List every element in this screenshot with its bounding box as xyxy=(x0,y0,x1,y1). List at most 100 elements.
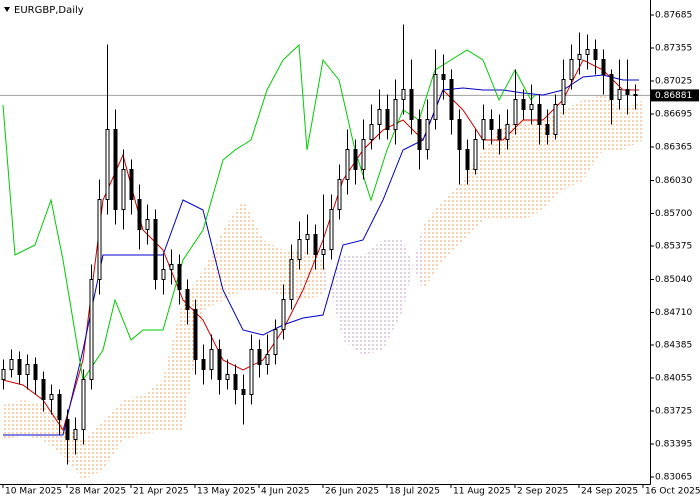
candle-body xyxy=(89,279,94,380)
candle-body xyxy=(409,89,414,120)
candle-body xyxy=(17,359,22,375)
cloud-segment xyxy=(363,240,383,355)
x-tick-label: 10 Mar 2025 xyxy=(5,487,62,497)
candle-body xyxy=(521,99,526,110)
x-tick-label: 16 Oct 2025 xyxy=(645,487,700,497)
candle-body xyxy=(577,54,582,60)
candle-body xyxy=(449,79,454,120)
candle-body xyxy=(441,74,446,80)
cloud-segment xyxy=(123,395,143,440)
y-tick-label: 0.84055 xyxy=(655,374,692,384)
candle-body xyxy=(561,79,566,105)
y-tick-label: 0.87355 xyxy=(655,44,692,54)
candle-body xyxy=(169,264,174,270)
cloud-segment xyxy=(3,400,23,440)
candle-body xyxy=(113,129,118,210)
candle-body xyxy=(289,259,294,300)
cloud-segment xyxy=(263,240,283,295)
cloud-segment xyxy=(83,420,103,480)
cloud-segment xyxy=(583,95,603,180)
cloud-segment xyxy=(383,240,403,350)
candle-body xyxy=(401,89,406,100)
candle-body xyxy=(41,379,46,400)
x-tick-label: 2 Sep 2025 xyxy=(517,487,568,497)
candle-body xyxy=(305,234,310,240)
y-tick-label: 0.84710 xyxy=(655,308,692,318)
y-tick-label: 0.85040 xyxy=(655,275,692,285)
x-tick-label: 26 Jun 2025 xyxy=(325,487,379,497)
cloud-segment xyxy=(203,230,223,310)
candle-body xyxy=(481,119,486,140)
candle-body xyxy=(153,219,158,280)
candle-body xyxy=(345,149,350,180)
candle-body xyxy=(33,364,38,380)
candle-body xyxy=(609,74,614,100)
candle-body xyxy=(489,119,494,130)
candle-body xyxy=(121,169,126,210)
candle-body xyxy=(321,249,326,255)
candle-body xyxy=(145,219,150,230)
candle-body xyxy=(633,94,638,96)
candle-body xyxy=(265,354,270,365)
candle-body xyxy=(465,149,470,170)
candle-body xyxy=(497,129,502,140)
candle-body xyxy=(313,234,318,255)
candle-body xyxy=(161,269,166,280)
candle-body xyxy=(225,374,230,380)
candle-body xyxy=(369,124,374,140)
chart-title: EURGBP,Daily xyxy=(14,5,84,16)
symbol-menu-arrow[interactable] xyxy=(4,7,10,12)
candle-body xyxy=(433,74,438,120)
candle-body xyxy=(97,199,102,280)
candle-body xyxy=(177,264,182,290)
candle-body xyxy=(593,49,598,60)
y-tick-label: 0.86695 xyxy=(655,110,692,120)
candle-body xyxy=(545,124,550,135)
candle-body xyxy=(193,309,198,360)
cloud-segment xyxy=(563,100,583,190)
y-tick-label: 0.85700 xyxy=(655,209,692,219)
y-tick-label: 0.83395 xyxy=(655,440,692,450)
cloud-segment xyxy=(323,255,343,340)
candle-body xyxy=(361,139,366,170)
cloud-segment xyxy=(343,255,363,355)
candle-body xyxy=(457,119,462,150)
candle-body xyxy=(137,199,142,230)
indicator-line xyxy=(3,74,639,436)
indicator-line xyxy=(2,43,536,382)
y-tick-label: 0.83065 xyxy=(655,473,692,483)
candle-body xyxy=(257,349,262,365)
candle-body xyxy=(417,119,422,150)
y-tick-label: 0.84385 xyxy=(655,341,692,351)
candle-body xyxy=(25,364,30,375)
candle-body xyxy=(537,104,542,125)
candle-body xyxy=(353,149,358,170)
cloud-segment xyxy=(303,250,323,300)
y-tick-label: 0.87025 xyxy=(655,77,692,87)
x-tick-label: 21 Apr 2025 xyxy=(133,487,189,497)
current-price-box xyxy=(651,89,699,102)
candle-body xyxy=(513,99,518,125)
candle-body xyxy=(377,109,382,125)
cloud-segment xyxy=(403,225,423,310)
candle-body xyxy=(1,369,6,380)
y-tick-label: 0.86365 xyxy=(655,143,692,153)
candle-body xyxy=(337,179,342,210)
candle-body xyxy=(217,349,222,380)
candle-body xyxy=(273,329,278,355)
cloud-segment xyxy=(483,125,503,220)
candle-body xyxy=(201,359,206,370)
candle-body xyxy=(73,429,78,440)
candle-body xyxy=(233,374,238,390)
cloud-segment xyxy=(423,200,443,290)
x-tick-label: 13 May 2025 xyxy=(197,487,256,497)
x-tick-label: 28 Mar 2025 xyxy=(69,487,126,497)
candle-body xyxy=(505,124,510,140)
y-tick-label: 0.85375 xyxy=(655,242,692,252)
cloud-segment xyxy=(243,200,263,290)
candle-body xyxy=(9,359,14,370)
cloud-segment xyxy=(603,95,623,150)
plot-area xyxy=(0,24,650,480)
cloud-segment xyxy=(443,180,463,260)
x-tick-label: 11 Aug 2025 xyxy=(453,487,511,497)
